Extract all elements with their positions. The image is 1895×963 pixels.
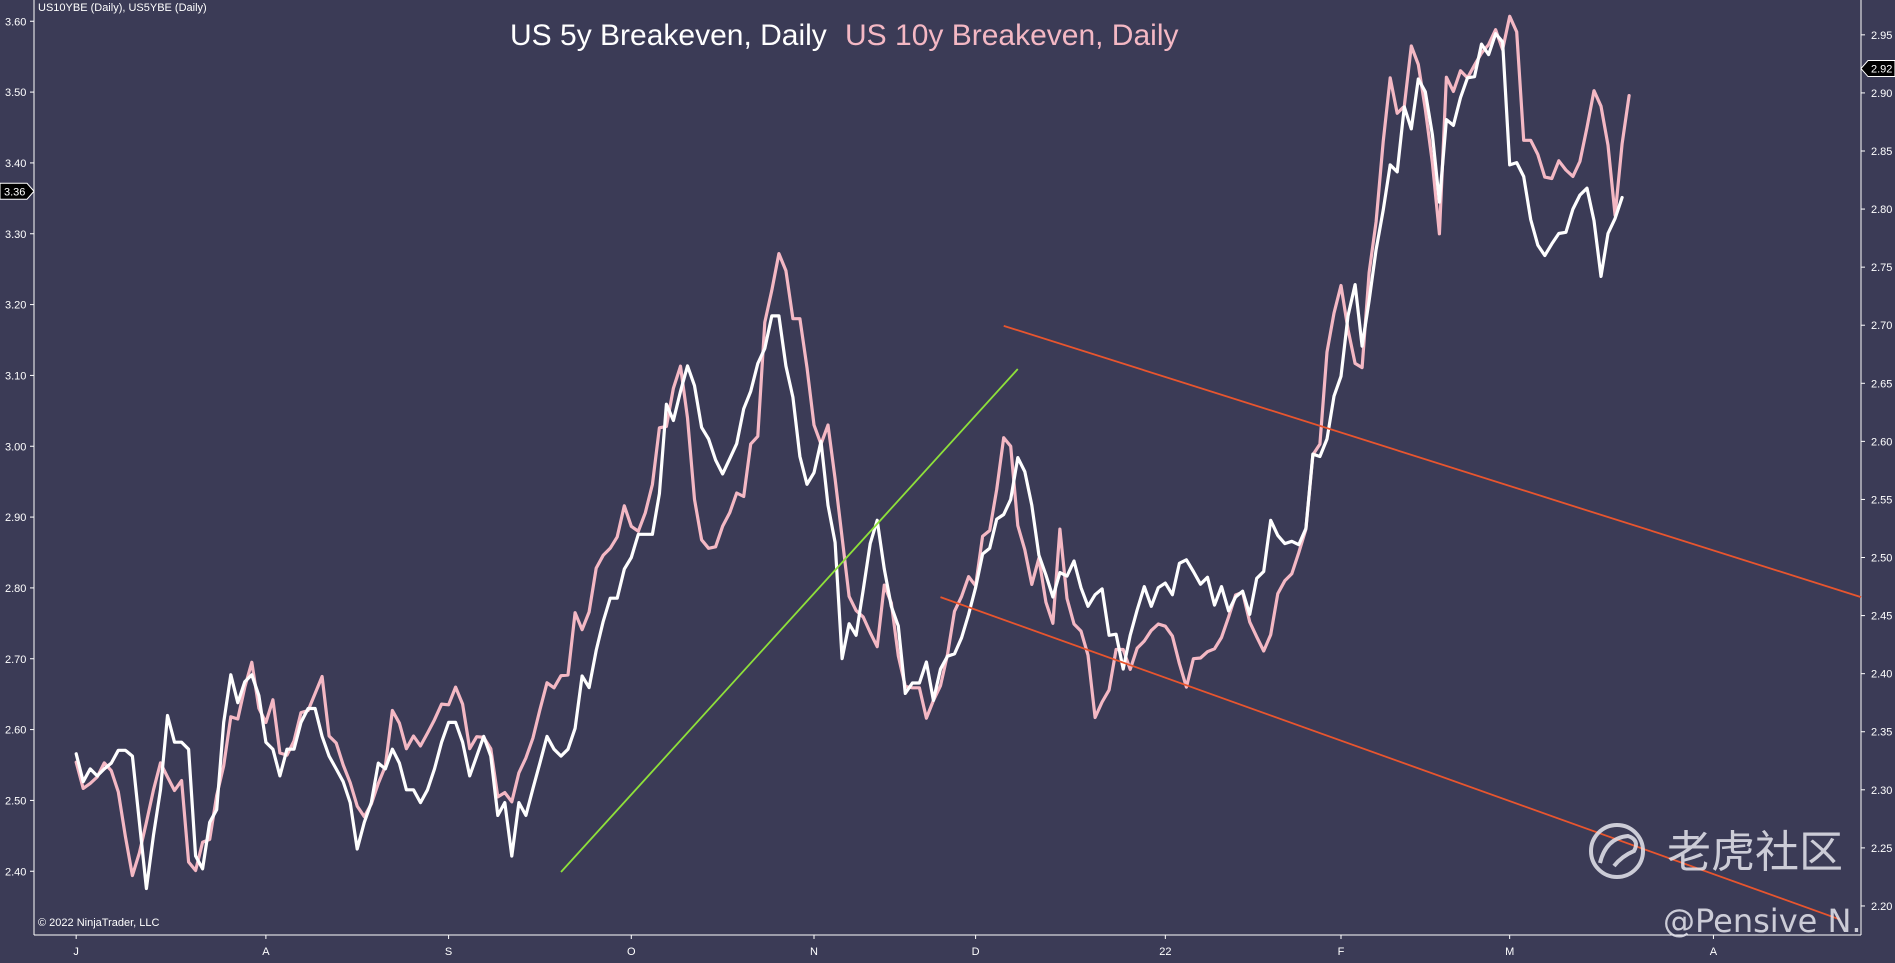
right-tick-label: 2.85 — [1871, 146, 1892, 158]
left-axis-ticks: 2.40 2.50 2.60 2.70 2.80 2.90 3.00 3.10 3.20 3.30… — [5, 16, 34, 878]
right-tick-label: 2.50 — [1871, 553, 1892, 565]
x-tick-label: N — [810, 946, 818, 958]
left-tick-label: 3.60 — [5, 16, 26, 28]
trendline-channel-lower — [940, 596, 1841, 921]
left-last-value-flag: 3.36 — [0, 182, 35, 200]
x-tick-label: M — [1505, 946, 1514, 958]
right-tick-label: 2.35 — [1871, 727, 1892, 739]
right-tick-label: 2.80 — [1871, 204, 1892, 216]
trendline-channel-upper — [1003, 324, 1862, 598]
left-tick-label: 3.10 — [5, 370, 26, 382]
x-tick-label: A — [1710, 946, 1718, 958]
right-tick-label: 2.90 — [1871, 88, 1892, 100]
trendline-uptrend — [560, 368, 1019, 873]
right-tick-label: 2.25 — [1871, 843, 1892, 855]
right-last-value-flag: 2.92 — [1860, 60, 1895, 78]
left-last-value-marker — [0, 182, 35, 200]
x-tick-label: 22 — [1159, 946, 1171, 958]
left-tick-label: 2.40 — [5, 866, 26, 878]
right-last-value-label: 2.92 — [1871, 64, 1892, 76]
right-last-value-marker — [1860, 60, 1895, 78]
right-tick-label: 2.55 — [1871, 494, 1892, 506]
left-tick-label: 3.50 — [5, 87, 26, 99]
left-tick-label: 3.40 — [5, 158, 26, 170]
left-tick-label: 2.60 — [5, 725, 26, 737]
series-line-10y — [74, 14, 1631, 878]
x-tick-label: F — [1338, 946, 1345, 958]
left-tick-label: 2.50 — [5, 795, 26, 807]
left-last-value-label: 3.36 — [4, 186, 25, 198]
right-tick-label: 2.65 — [1871, 378, 1892, 390]
copyright-label: © 2022 NinjaTrader, LLC — [38, 917, 159, 929]
left-tick-label: 3.30 — [5, 229, 26, 241]
right-tick-label: 2.70 — [1871, 320, 1892, 332]
left-tick-label: 3.20 — [5, 300, 26, 312]
title-5y: US 5y Breakeven, Daily — [510, 19, 827, 52]
watermark-logo-text: 老虎社区 — [1667, 827, 1843, 878]
right-tick-label: 2.45 — [1871, 611, 1892, 623]
left-tick-label: 2.90 — [5, 512, 26, 524]
x-tick-label: J — [73, 946, 79, 958]
symbol-label: US10YBE (Daily), US5YBE (Daily) — [38, 2, 207, 14]
right-tick-label: 2.40 — [1871, 669, 1892, 681]
right-tick-label: 2.60 — [1871, 436, 1892, 448]
x-tick-label: D — [972, 946, 980, 958]
trendline-layer — [560, 324, 1862, 921]
left-tick-label: 2.70 — [5, 654, 26, 666]
right-tick-label: 2.95 — [1871, 30, 1892, 42]
x-axis-ticks: J A S O N D 22 F M A — [73, 935, 1718, 958]
watermark: 老虎社区 @Pensive N. — [1589, 823, 1862, 940]
right-tick-label: 2.30 — [1871, 785, 1892, 797]
right-tick-label: 2.75 — [1871, 262, 1892, 274]
series-line-5y — [74, 32, 1624, 891]
left-tick-label: 3.00 — [5, 441, 26, 453]
x-tick-label: O — [627, 946, 636, 958]
x-tick-label: S — [445, 946, 452, 958]
watermark-handle: @Pensive N. — [1663, 902, 1862, 940]
left-tick-label: 2.80 — [5, 583, 26, 595]
right-axis-ticks: 2.20 2.25 2.30 2.35 2.40 2.45 2.50 2.55 2.60 2.65… — [1861, 30, 1892, 913]
x-tick-label: A — [262, 946, 270, 958]
series-layer — [74, 14, 1631, 891]
right-tick-label: 2.20 — [1871, 901, 1892, 913]
title-10y: US 10y Breakeven, Daily — [845, 19, 1179, 52]
tiger-logo-icon — [1589, 823, 1645, 879]
